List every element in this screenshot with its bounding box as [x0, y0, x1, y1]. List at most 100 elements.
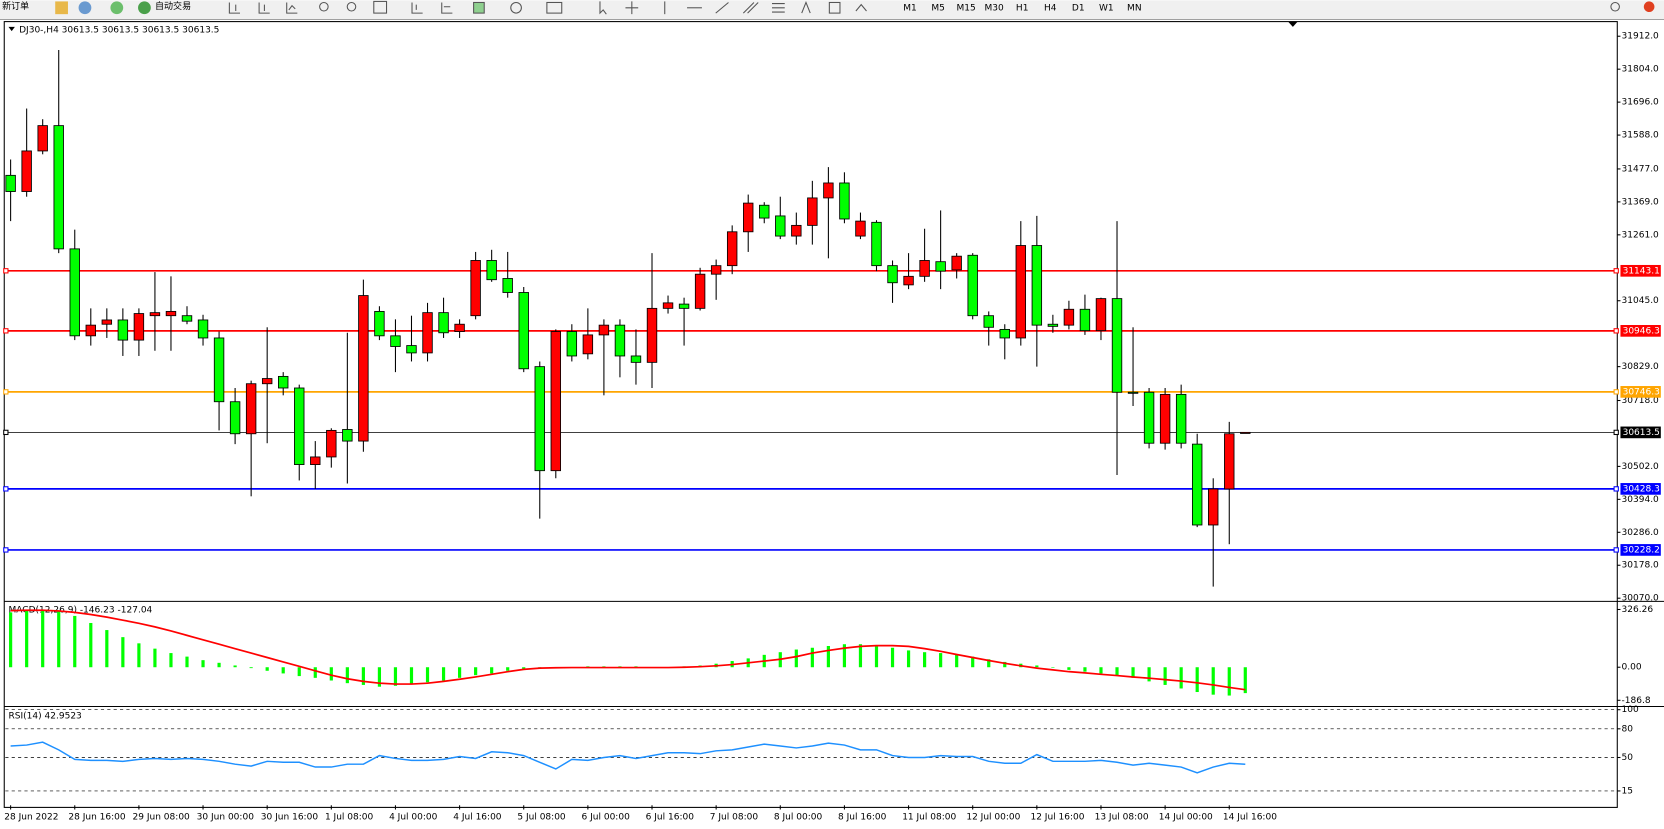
- icon[interactable]: [441, 2, 453, 14]
- candle-body: [903, 275, 914, 286]
- timeframe-button[interactable]: H4: [1044, 3, 1057, 13]
- candle-body: [101, 319, 113, 325]
- line-handle: [3, 389, 9, 395]
- timeframe-button[interactable]: M5: [931, 3, 945, 13]
- timeframe-button[interactable]: H1: [1016, 3, 1029, 13]
- histogram-bar: [810, 647, 814, 668]
- candle-body: [406, 345, 417, 354]
- icon[interactable]: [742, 2, 759, 14]
- icon[interactable]: [286, 2, 298, 14]
- new-order-button[interactable]: 新订单: [2, 0, 29, 12]
- icon[interactable]: [346, 1, 357, 12]
- price-label: 31143.1: [1623, 266, 1660, 276]
- icon[interactable]: [801, 1, 811, 14]
- y-tick-label: 31696.0: [1622, 98, 1660, 108]
- candle-body: [37, 125, 48, 152]
- y-tick-label: 30286.0: [1622, 528, 1660, 538]
- candle-body: [534, 366, 545, 472]
- candle-body: [983, 315, 994, 328]
- candle-body: [133, 313, 145, 341]
- histogram-bar: [506, 667, 510, 671]
- candle-body: [53, 125, 64, 250]
- candle-body: [1208, 488, 1219, 526]
- icon[interactable]: [78, 1, 92, 15]
- timeframe-button[interactable]: M15: [956, 3, 975, 13]
- histogram-bar: [1211, 667, 1215, 695]
- candle-body: [85, 324, 96, 337]
- icon[interactable]: [855, 3, 867, 12]
- candle-body: [1143, 391, 1155, 444]
- icon[interactable]: [625, 1, 639, 15]
- search-icon[interactable]: [1610, 1, 1620, 12]
- icon[interactable]: [55, 1, 68, 15]
- histogram-bar: [1099, 667, 1103, 674]
- x-tick-label: 12 Jul 16:00: [1030, 812, 1084, 822]
- auto-trading-button[interactable]: 自动交易: [155, 0, 191, 12]
- icon[interactable]: [373, 0, 388, 14]
- icon[interactable]: [473, 1, 485, 14]
- price-label-box: [1620, 386, 1661, 398]
- timeframe-button[interactable]: M30: [985, 3, 1005, 13]
- candle-body: [1175, 393, 1187, 444]
- y-tick-label: 326.26: [1622, 605, 1654, 615]
- timeframe-button[interactable]: W1: [1099, 3, 1114, 13]
- x-tick-label: 11 Jul 08:00: [902, 812, 956, 822]
- histogram-bar: [377, 667, 382, 687]
- auto-trading-icon[interactable]: [138, 1, 151, 15]
- price-label-box: [1620, 426, 1661, 439]
- histogram-bar: [137, 643, 141, 668]
- histogram-bar: [265, 667, 269, 671]
- candle-body: [1224, 433, 1235, 490]
- icon[interactable]: [411, 2, 423, 14]
- histogram-bar: [105, 630, 109, 668]
- y-tick-label: 30718.0: [1622, 396, 1660, 406]
- histogram-bar: [874, 645, 879, 668]
- icon[interactable]: [772, 3, 785, 13]
- timeframe-button[interactable]: M1: [903, 3, 917, 13]
- icon[interactable]: [110, 1, 124, 15]
- price-label: 30613.5: [1623, 428, 1660, 438]
- icon[interactable]: [228, 2, 240, 14]
- timeframe-button[interactable]: MN: [1127, 3, 1142, 13]
- icon[interactable]: [828, 1, 841, 14]
- candle-body: [1095, 298, 1107, 332]
- candle-body: [21, 150, 32, 192]
- icon[interactable]: [510, 1, 522, 14]
- icon[interactable]: [599, 1, 607, 15]
- icon[interactable]: [319, 1, 329, 12]
- pane-title: DJ30-,H4 30613.5 30613.5 30613.5 30613.5: [19, 26, 219, 36]
- candle-body: [951, 255, 962, 271]
- pane-title: MACD(12,26,9) -146.23 -127.04: [8, 605, 152, 615]
- candle-body: [1047, 323, 1059, 327]
- x-tick-label: 28 Jun 16:00: [68, 812, 126, 822]
- candle-body: [550, 331, 562, 472]
- x-tick-label: 30 Jun 00:00: [197, 812, 255, 822]
- price-label-box: [1620, 325, 1661, 337]
- candle-body: [598, 324, 610, 336]
- candle-body: [566, 331, 578, 357]
- price-label: 30746.3: [1623, 387, 1661, 397]
- candle-body: [390, 335, 401, 347]
- candle-body: [278, 375, 289, 389]
- icon[interactable]: [715, 2, 729, 14]
- y-tick-label: 31045.0: [1622, 296, 1660, 306]
- candle-body: [454, 323, 465, 332]
- y-tick-label: 0.00: [1622, 663, 1642, 673]
- y-tick-label: 80: [1622, 724, 1634, 734]
- candle-body: [871, 221, 882, 267]
- icon[interactable]: [258, 2, 270, 14]
- timeframe-button[interactable]: D1: [1072, 3, 1085, 13]
- x-tick-label: 14 Jul 00:00: [1159, 812, 1213, 822]
- candle-body: [935, 261, 946, 272]
- histogram-bar: [794, 649, 798, 668]
- candle-body: [422, 312, 433, 354]
- candle-body: [326, 429, 337, 458]
- y-tick-label: 50: [1622, 753, 1634, 763]
- notification-icon[interactable]: [1643, 1, 1655, 13]
- icon[interactable]: [546, 1, 563, 14]
- x-tick-label: 4 Jul 00:00: [389, 812, 438, 822]
- candle-body: [1159, 393, 1171, 444]
- candle-body: [438, 312, 449, 334]
- rsi-line: [10, 741, 1246, 774]
